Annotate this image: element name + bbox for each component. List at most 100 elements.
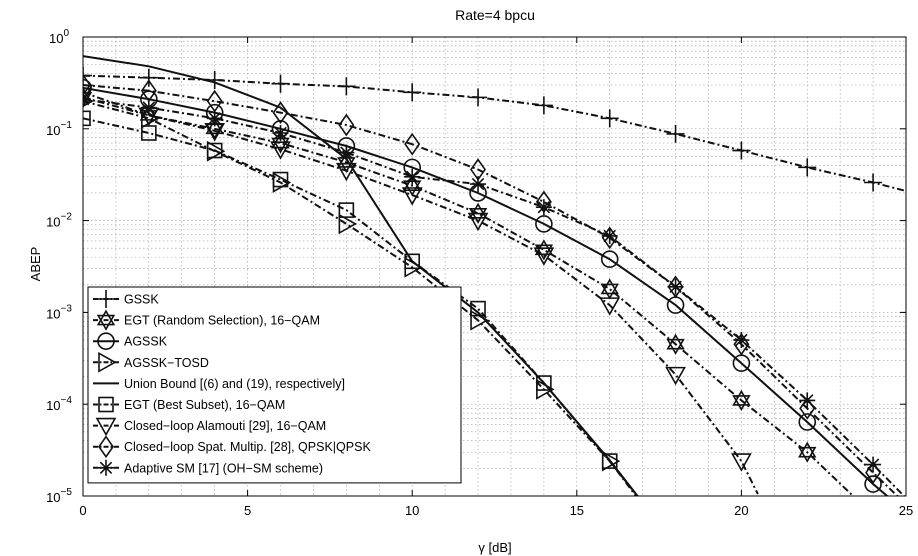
series-1-line — [83, 74, 906, 192]
series-8-point — [83, 73, 91, 97]
legend-marker — [98, 351, 117, 373]
series-8-line — [83, 84, 899, 496]
x-axis-title: γ [dB] — [478, 540, 511, 555]
y-tick-exponent: −3 — [61, 303, 73, 314]
legend-marker — [97, 290, 115, 308]
series-7-point — [335, 162, 357, 182]
legend-item: Closed−loop Spat. Multip. [28], QPSK|QPS… — [93, 435, 371, 459]
series-7-line — [83, 91, 759, 495]
y-tick-base: 10 — [46, 398, 60, 413]
series-9-point — [404, 168, 421, 185]
series-9-point — [140, 99, 157, 116]
series-1-point — [732, 141, 751, 160]
y-tick-label: 100 — [49, 28, 69, 46]
legend-label: Union Bound [(6) and (19), respectively] — [124, 377, 345, 391]
series-2-point — [666, 333, 685, 355]
series-1-point — [337, 77, 356, 96]
series-7 — [83, 84, 759, 495]
series-1-point — [798, 158, 817, 177]
series-3-point — [864, 475, 882, 493]
series-8-point — [733, 332, 750, 356]
series-1-point — [666, 124, 685, 143]
legend-marker — [98, 396, 114, 413]
series-6-line — [83, 117, 639, 496]
series-4-point — [338, 213, 357, 235]
series-clip-group — [83, 55, 906, 496]
legend-item: GSSK — [93, 290, 159, 308]
y-tick-exponent: 0 — [63, 28, 69, 39]
series-2-point — [468, 202, 488, 224]
series-7-point — [467, 212, 489, 232]
series-layer — [83, 55, 906, 496]
series-5-line — [83, 55, 639, 496]
series-8-point — [667, 275, 684, 299]
y-tick-base: 10 — [46, 215, 60, 230]
series-7-point — [599, 297, 621, 316]
series-9-point — [667, 278, 684, 295]
y-tick-exponent: −2 — [61, 212, 73, 223]
series-7-point — [83, 84, 94, 103]
x-tick-label: 25 — [899, 503, 913, 518]
series-6-point — [536, 375, 552, 391]
axes-frame — [82, 36, 907, 497]
chart-title: Rate=4 bpcu — [455, 7, 535, 23]
series-8-point — [272, 101, 289, 125]
series-9-point — [601, 227, 618, 244]
legend-item: AGSSK−TOSD — [93, 351, 209, 373]
y-tick-label: 10−4 — [46, 395, 72, 413]
y-tick-label: 10−3 — [46, 303, 72, 321]
series-1-point — [139, 68, 158, 87]
y-tick-label: 10−2 — [46, 212, 72, 230]
y-tick-label: 10−1 — [46, 120, 72, 138]
series-9-point — [535, 199, 552, 216]
plot-area-border — [82, 36, 907, 497]
series-6-point — [272, 171, 289, 188]
series-1-point — [864, 173, 883, 192]
y-axis-title: ABEP — [28, 247, 43, 282]
series-6-point — [338, 202, 355, 218]
series-3-line — [83, 86, 889, 496]
legend-label: AGSSK — [124, 335, 168, 349]
series-9-point — [272, 125, 289, 142]
legend-label: GSSK — [124, 293, 159, 307]
legend-marker — [96, 309, 116, 331]
y-tick-base: 10 — [46, 490, 60, 505]
series-4-line — [83, 100, 638, 496]
series-7-point — [665, 366, 686, 386]
legend-label: EGT (Random Selection), 16−QAM — [124, 314, 320, 328]
series-9-point — [338, 144, 355, 161]
series-9-point — [206, 110, 223, 127]
legend-label: Adaptive SM [17] (OH−SM scheme) — [124, 461, 323, 475]
series-9-point — [470, 176, 487, 193]
legend-box — [87, 286, 462, 484]
series-7-point — [731, 453, 752, 472]
x-tick-label: 20 — [734, 503, 748, 518]
series-9-point — [799, 392, 816, 409]
x-tick-label: 10 — [405, 503, 419, 518]
x-tick-labels: 0 5 10 15 20 25 — [79, 503, 913, 518]
x-tick-label: 0 — [79, 503, 86, 518]
series-1-point — [271, 74, 290, 93]
series-9-point — [865, 456, 882, 473]
x-tick-label: 15 — [570, 503, 584, 518]
y-tick-exponent: −1 — [61, 120, 73, 131]
series-2-point — [798, 441, 817, 463]
series-9-line — [83, 98, 906, 496]
legend-label: AGSSK−TOSD — [124, 356, 209, 370]
legend-marker — [98, 435, 114, 459]
series-7-point — [401, 187, 423, 206]
legend-marker — [97, 332, 115, 351]
legend-item: Union Bound [(6) and (19), respectively] — [93, 377, 345, 391]
series-6-point — [83, 110, 91, 127]
series-2-point — [732, 389, 751, 412]
series-9 — [83, 91, 906, 496]
series-8-point — [338, 113, 355, 137]
y-tick-exponent: −4 — [61, 395, 73, 406]
legend-item: EGT (Random Selection), 16−QAM — [93, 309, 320, 331]
series-1-point — [403, 83, 422, 102]
series-1 — [83, 66, 906, 192]
series-5 — [83, 55, 639, 496]
series-2-line — [83, 96, 855, 496]
x-tick-label: 5 — [244, 503, 251, 518]
